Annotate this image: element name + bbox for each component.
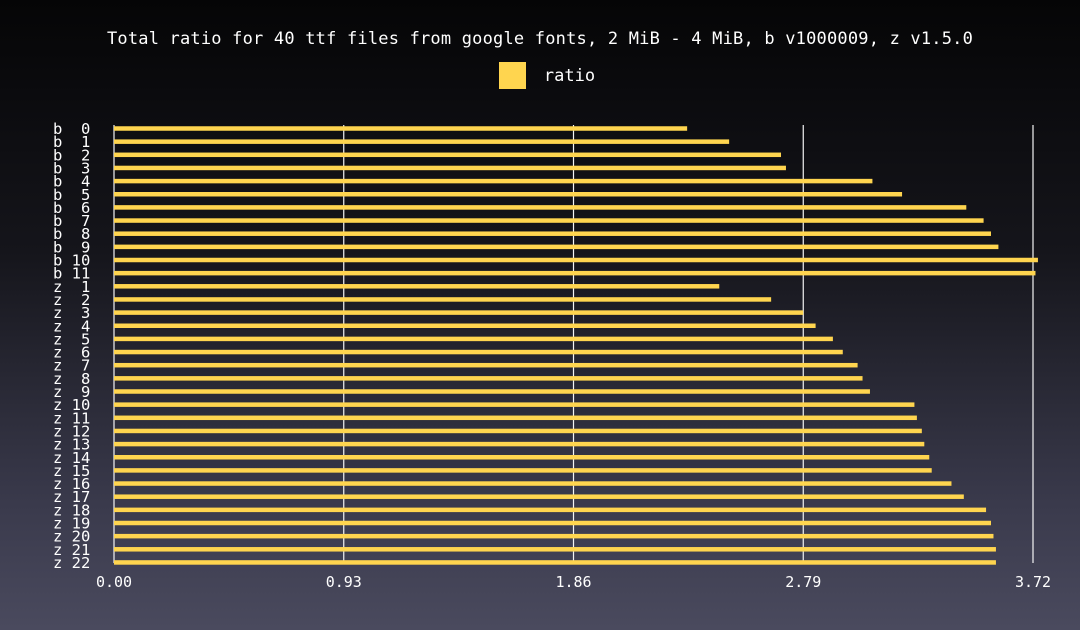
category-label: b 4 xyxy=(53,173,90,191)
bar xyxy=(114,192,903,197)
bar xyxy=(114,507,987,513)
bar xyxy=(114,310,804,315)
bar xyxy=(114,362,858,368)
category-label: b 9 xyxy=(53,238,90,256)
category-label: b 2 xyxy=(53,146,90,164)
category-label: z 12 xyxy=(53,422,90,440)
category-label: z 8 xyxy=(53,370,90,388)
bar xyxy=(114,218,984,223)
x-tick-label: 0.93 xyxy=(326,573,362,591)
bar xyxy=(114,323,816,328)
bar xyxy=(114,520,992,526)
category-label: z 21 xyxy=(53,541,90,559)
bar xyxy=(114,139,730,144)
category-label: z 16 xyxy=(53,475,90,493)
bar xyxy=(114,547,996,552)
bar xyxy=(114,376,863,381)
category-label: b 10 xyxy=(53,252,90,270)
category-label: z 15 xyxy=(53,462,90,480)
category-label: z 18 xyxy=(53,501,90,519)
category-label: z 6 xyxy=(53,344,90,362)
bar xyxy=(114,257,1038,263)
bar xyxy=(114,349,843,355)
legend: ratio xyxy=(0,62,1080,89)
category-label: z 4 xyxy=(53,317,90,335)
bar xyxy=(114,402,915,407)
category-label: z 19 xyxy=(53,515,90,533)
legend-swatch xyxy=(498,62,526,89)
category-label: b 11 xyxy=(53,265,90,283)
category-label: z 5 xyxy=(53,330,90,348)
category-label: b 5 xyxy=(53,186,90,204)
category-label: b 6 xyxy=(53,199,90,217)
category-label: z 10 xyxy=(53,396,90,414)
x-tick-label: 0.00 xyxy=(96,573,132,591)
bar xyxy=(114,270,1036,276)
bar xyxy=(114,481,952,486)
bar xyxy=(114,533,994,539)
bar xyxy=(114,244,999,250)
category-label: z 2 xyxy=(53,291,90,309)
bar xyxy=(114,284,720,289)
category-label: z 3 xyxy=(53,304,90,322)
bar xyxy=(114,468,932,473)
bar xyxy=(114,152,782,158)
legend-label: ratio xyxy=(543,65,596,86)
bar xyxy=(114,297,772,302)
category-label: z 11 xyxy=(53,409,90,427)
bar xyxy=(114,178,873,184)
bar xyxy=(114,494,964,499)
category-label: z 13 xyxy=(53,436,90,454)
bar xyxy=(114,165,786,171)
bar xyxy=(114,455,930,460)
x-tick-label: 2.79 xyxy=(785,573,821,591)
category-label: z 9 xyxy=(53,383,90,401)
x-tick-label: 3.72 xyxy=(1015,573,1051,591)
category-label: b 0 xyxy=(53,120,90,138)
chart-title: Total ratio for 40 ttf files from google… xyxy=(106,29,974,49)
category-label: z 20 xyxy=(53,528,90,546)
bar xyxy=(114,428,922,434)
bar xyxy=(114,205,967,210)
category-label: b 7 xyxy=(53,212,90,230)
bar xyxy=(114,336,833,342)
category-label: z 14 xyxy=(53,449,90,467)
category-label: z 1 xyxy=(53,278,90,296)
category-label: b 8 xyxy=(53,225,90,243)
bar xyxy=(114,231,992,236)
category-label: z 17 xyxy=(53,488,90,506)
category-label: b 1 xyxy=(53,133,90,151)
bar xyxy=(114,560,996,565)
bar xyxy=(114,441,925,447)
category-label: b 3 xyxy=(53,159,90,177)
category-label: z 22 xyxy=(53,554,90,572)
bar xyxy=(114,415,917,421)
bar xyxy=(114,389,870,394)
bar xyxy=(114,126,688,131)
x-tick-label: 1.86 xyxy=(555,573,591,591)
category-label: z 7 xyxy=(53,357,90,375)
